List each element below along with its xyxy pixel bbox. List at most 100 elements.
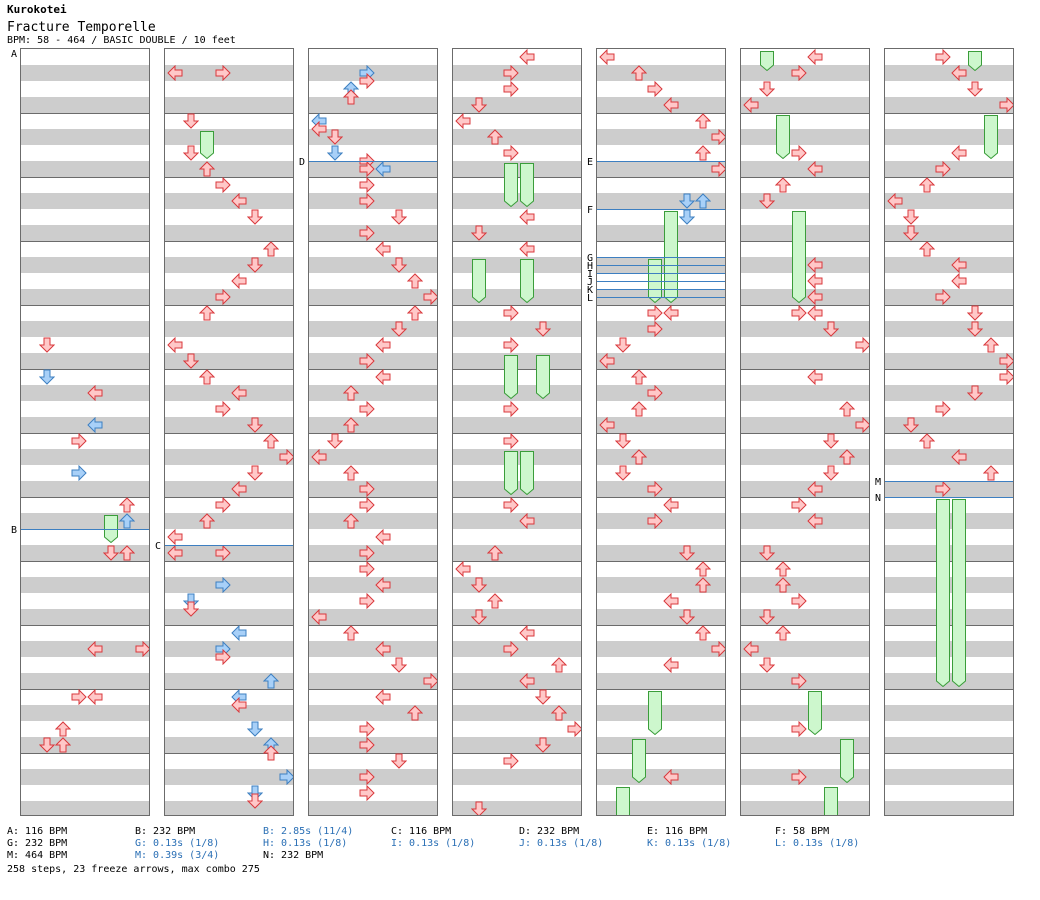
measure-line (21, 177, 149, 178)
arrow-down-icon (247, 793, 263, 809)
arrow-right-icon (359, 161, 375, 177)
measure-line (885, 433, 1013, 434)
beat-band (741, 577, 869, 593)
freeze-arrow-up (200, 131, 214, 159)
beat-band (597, 417, 725, 433)
beat-band (885, 705, 1013, 721)
beat-band (165, 161, 293, 177)
arrow-down-icon (679, 545, 695, 561)
bpm-legend-item: F: 58 BPM (775, 826, 830, 837)
shock-arrow-left-icon (311, 113, 327, 129)
beat-band (741, 481, 869, 497)
chart-column-1 (20, 48, 150, 816)
arrow-down-icon (183, 113, 199, 129)
freeze-arrow-right (792, 211, 806, 303)
beat-band (21, 321, 149, 337)
freeze-arrow-down (824, 787, 838, 815)
measure-line (597, 753, 725, 754)
arrow-left-icon (231, 193, 247, 209)
measure-line (165, 369, 293, 370)
arrow-right-icon (503, 145, 519, 161)
arrow-right-icon (503, 81, 519, 97)
arrow-right-icon (647, 321, 663, 337)
arrow-up-icon (487, 129, 503, 145)
beat-band (453, 129, 581, 145)
arrow-down-icon (759, 81, 775, 97)
arrow-down-icon (679, 609, 695, 625)
beat-band (309, 289, 437, 305)
arrow-left-icon (951, 273, 967, 289)
measure-line (453, 753, 581, 754)
beat-band (165, 225, 293, 241)
measure-line (165, 625, 293, 626)
arrow-up-icon (343, 513, 359, 529)
measure-line (21, 241, 149, 242)
shock-arrow-down-icon (679, 209, 695, 225)
arrow-left-icon (807, 513, 823, 529)
measure-line (309, 689, 437, 690)
arrow-left-icon (951, 65, 967, 81)
freeze-arrow-down (536, 355, 550, 399)
beat-band (309, 129, 437, 145)
arrow-left-icon (375, 241, 391, 257)
measure-line (741, 305, 869, 306)
measure-line (453, 113, 581, 114)
shock-arrow-right-icon (215, 577, 231, 593)
measure-line (309, 497, 437, 498)
arrow-up-icon (263, 433, 279, 449)
arrow-down-icon (903, 225, 919, 241)
beat-band (309, 385, 437, 401)
arrow-right-icon (215, 649, 231, 665)
beat-band (165, 353, 293, 369)
beat-band (21, 769, 149, 785)
arrow-left-icon (519, 49, 535, 65)
arrow-right-icon (423, 673, 437, 689)
arrow-right-icon (359, 721, 375, 737)
arrow-up-icon (551, 657, 567, 673)
shock-arrow-down-icon (247, 721, 263, 737)
beat-band (309, 417, 437, 433)
arrow-down-icon (39, 737, 55, 753)
measure-line (597, 689, 725, 690)
beat-band (453, 97, 581, 113)
song-title: Fracture Temporelle (7, 20, 156, 35)
beat-band (741, 385, 869, 401)
arrow-left-icon (87, 385, 103, 401)
arrow-left-icon (519, 673, 535, 689)
arrow-down-icon (391, 321, 407, 337)
arrow-up-icon (119, 497, 135, 513)
shock-arrow-up-icon (119, 513, 135, 529)
beat-band (741, 609, 869, 625)
arrow-right-icon (359, 785, 375, 801)
arrow-up-icon (55, 737, 71, 753)
measure-line (741, 113, 869, 114)
beat-band (885, 801, 1013, 815)
measure-line (21, 113, 149, 114)
arrow-up-icon (343, 89, 359, 105)
arrow-right-icon (791, 305, 807, 321)
arrow-left-icon (519, 241, 535, 257)
beat-band (309, 705, 437, 721)
measure-line (165, 305, 293, 306)
arrow-right-icon (935, 481, 951, 497)
beat-band (453, 417, 581, 433)
beat-band (165, 769, 293, 785)
arrow-right-icon (359, 481, 375, 497)
arrow-right-icon (791, 673, 807, 689)
measure-line (165, 241, 293, 242)
arrow-down-icon (535, 737, 551, 753)
marker-label: N (875, 493, 882, 504)
beat-band (741, 705, 869, 721)
arrow-down-icon (391, 657, 407, 673)
arrow-right-icon (791, 593, 807, 609)
arrow-left-icon (375, 529, 391, 545)
beat-band (309, 257, 437, 273)
arrow-down-icon (391, 209, 407, 225)
measure-line (453, 689, 581, 690)
arrow-up-icon (775, 177, 791, 193)
arrow-up-icon (487, 545, 503, 561)
arrow-down-icon (247, 257, 263, 273)
arrow-up-icon (199, 161, 215, 177)
arrow-right-icon (791, 497, 807, 513)
arrow-down-icon (247, 209, 263, 225)
